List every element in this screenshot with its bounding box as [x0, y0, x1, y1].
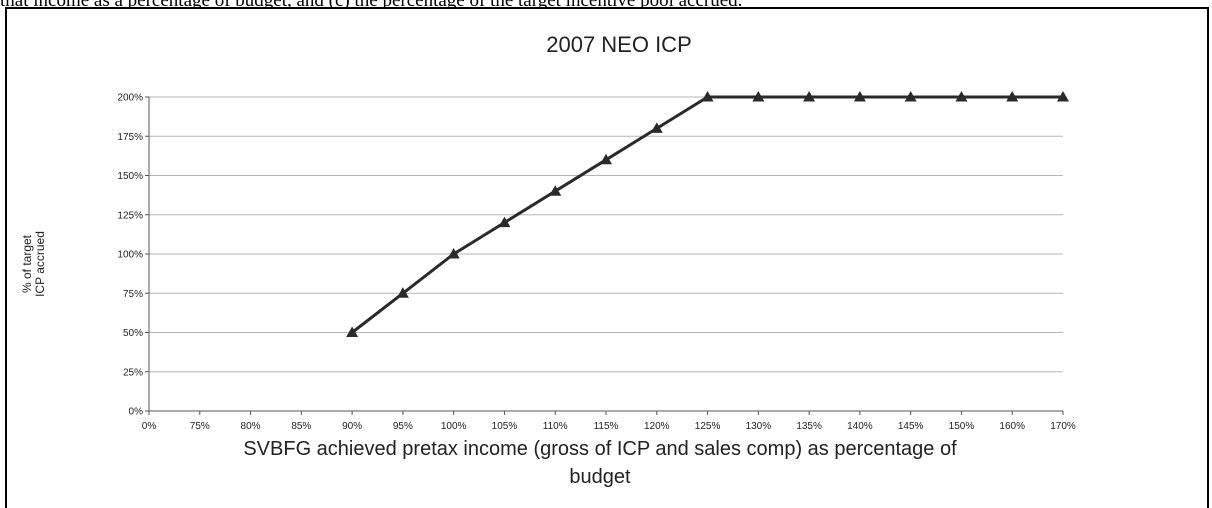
x-tick-label: 0%	[142, 421, 157, 432]
data-point-marker	[853, 91, 866, 102]
gridlines	[149, 96, 1063, 412]
data-point-marker	[600, 153, 612, 165]
y-tick-label: 125%	[117, 210, 143, 221]
x-axis-label-line: SVBFG achieved pretax income (gross of I…	[243, 438, 957, 460]
y-axis-label-line: % of target	[20, 234, 34, 293]
y-tick-label: 175%	[117, 132, 143, 143]
x-axis-label-line: budget	[569, 466, 631, 488]
x-tick-label: 90%	[342, 421, 362, 432]
data-point-marker	[447, 248, 460, 259]
x-tick-label: 115%	[594, 421, 619, 432]
data-point-marker	[803, 91, 816, 102]
y-tick-label: 75%	[123, 289, 143, 300]
x-tick-label: 160%	[999, 421, 1025, 432]
x-tick-label: 135%	[796, 421, 822, 432]
x-tick-label: 85%	[291, 421, 311, 432]
y-tick-labels: 0% 25% 50% 75% 100% 125% 150% 175% 200%	[117, 93, 143, 418]
data-point-marker	[1006, 91, 1019, 102]
x-tick-label: 100%	[441, 421, 467, 432]
axes	[145, 96, 1064, 415]
data-point-marker	[1057, 91, 1069, 102]
data-point-marker	[346, 326, 359, 337]
x-tick-label: 140%	[847, 421, 873, 432]
data-point-marker	[396, 287, 409, 298]
data-point-marker	[955, 91, 968, 102]
chart-frame: 2007 NEO ICP 0% 25% 50% 75% 100% 125% 150% 175%…	[5, 7, 1209, 508]
x-tick-label: 105%	[492, 421, 518, 432]
data-point-marker	[701, 91, 714, 102]
y-axis-label-line: ICP accrued	[33, 231, 47, 297]
data-point-marker	[650, 122, 663, 133]
data-point-marker	[549, 185, 562, 196]
x-tick-label: 125%	[695, 421, 721, 432]
y-tick-label: 50%	[123, 328, 143, 339]
x-tick-label: 120%	[644, 421, 670, 432]
y-tick-label: 150%	[117, 171, 143, 182]
series-group	[346, 91, 1069, 337]
data-point-marker	[498, 216, 511, 228]
x-axis-label: SVBFG achieved pretax income (gross of I…	[243, 438, 957, 488]
x-tick-label: 170%	[1050, 421, 1076, 432]
page-caption: that income as a percentage of budget, a…	[0, 0, 743, 11]
data-point-marker	[904, 91, 917, 102]
x-tick-label: 95%	[393, 421, 413, 432]
y-tick-label: 100%	[117, 250, 143, 261]
y-axis-label: % of target ICP accrued	[20, 231, 47, 297]
line-chart: 2007 NEO ICP 0% 25% 50% 75% 100% 125% 150% 175%…	[20, 32, 1076, 488]
x-tick-label: 145%	[898, 421, 924, 432]
data-point-marker	[752, 91, 765, 102]
x-tick-label: 130%	[746, 421, 772, 432]
x-tick-labels: 0% 75% 80% 85% 90% 95% 100% 105% 110% 115% 120% 125…	[142, 421, 1076, 432]
x-tick-label: 80%	[241, 421, 261, 432]
x-tick-label: 110%	[543, 421, 568, 432]
x-tick-label: 75%	[190, 421, 210, 432]
y-tick-label: 0%	[129, 407, 144, 418]
chart-title: 2007 NEO ICP	[546, 32, 692, 57]
y-tick-label: 200%	[117, 93, 143, 104]
x-tick-label: 150%	[949, 421, 975, 432]
y-tick-label: 25%	[123, 367, 143, 378]
